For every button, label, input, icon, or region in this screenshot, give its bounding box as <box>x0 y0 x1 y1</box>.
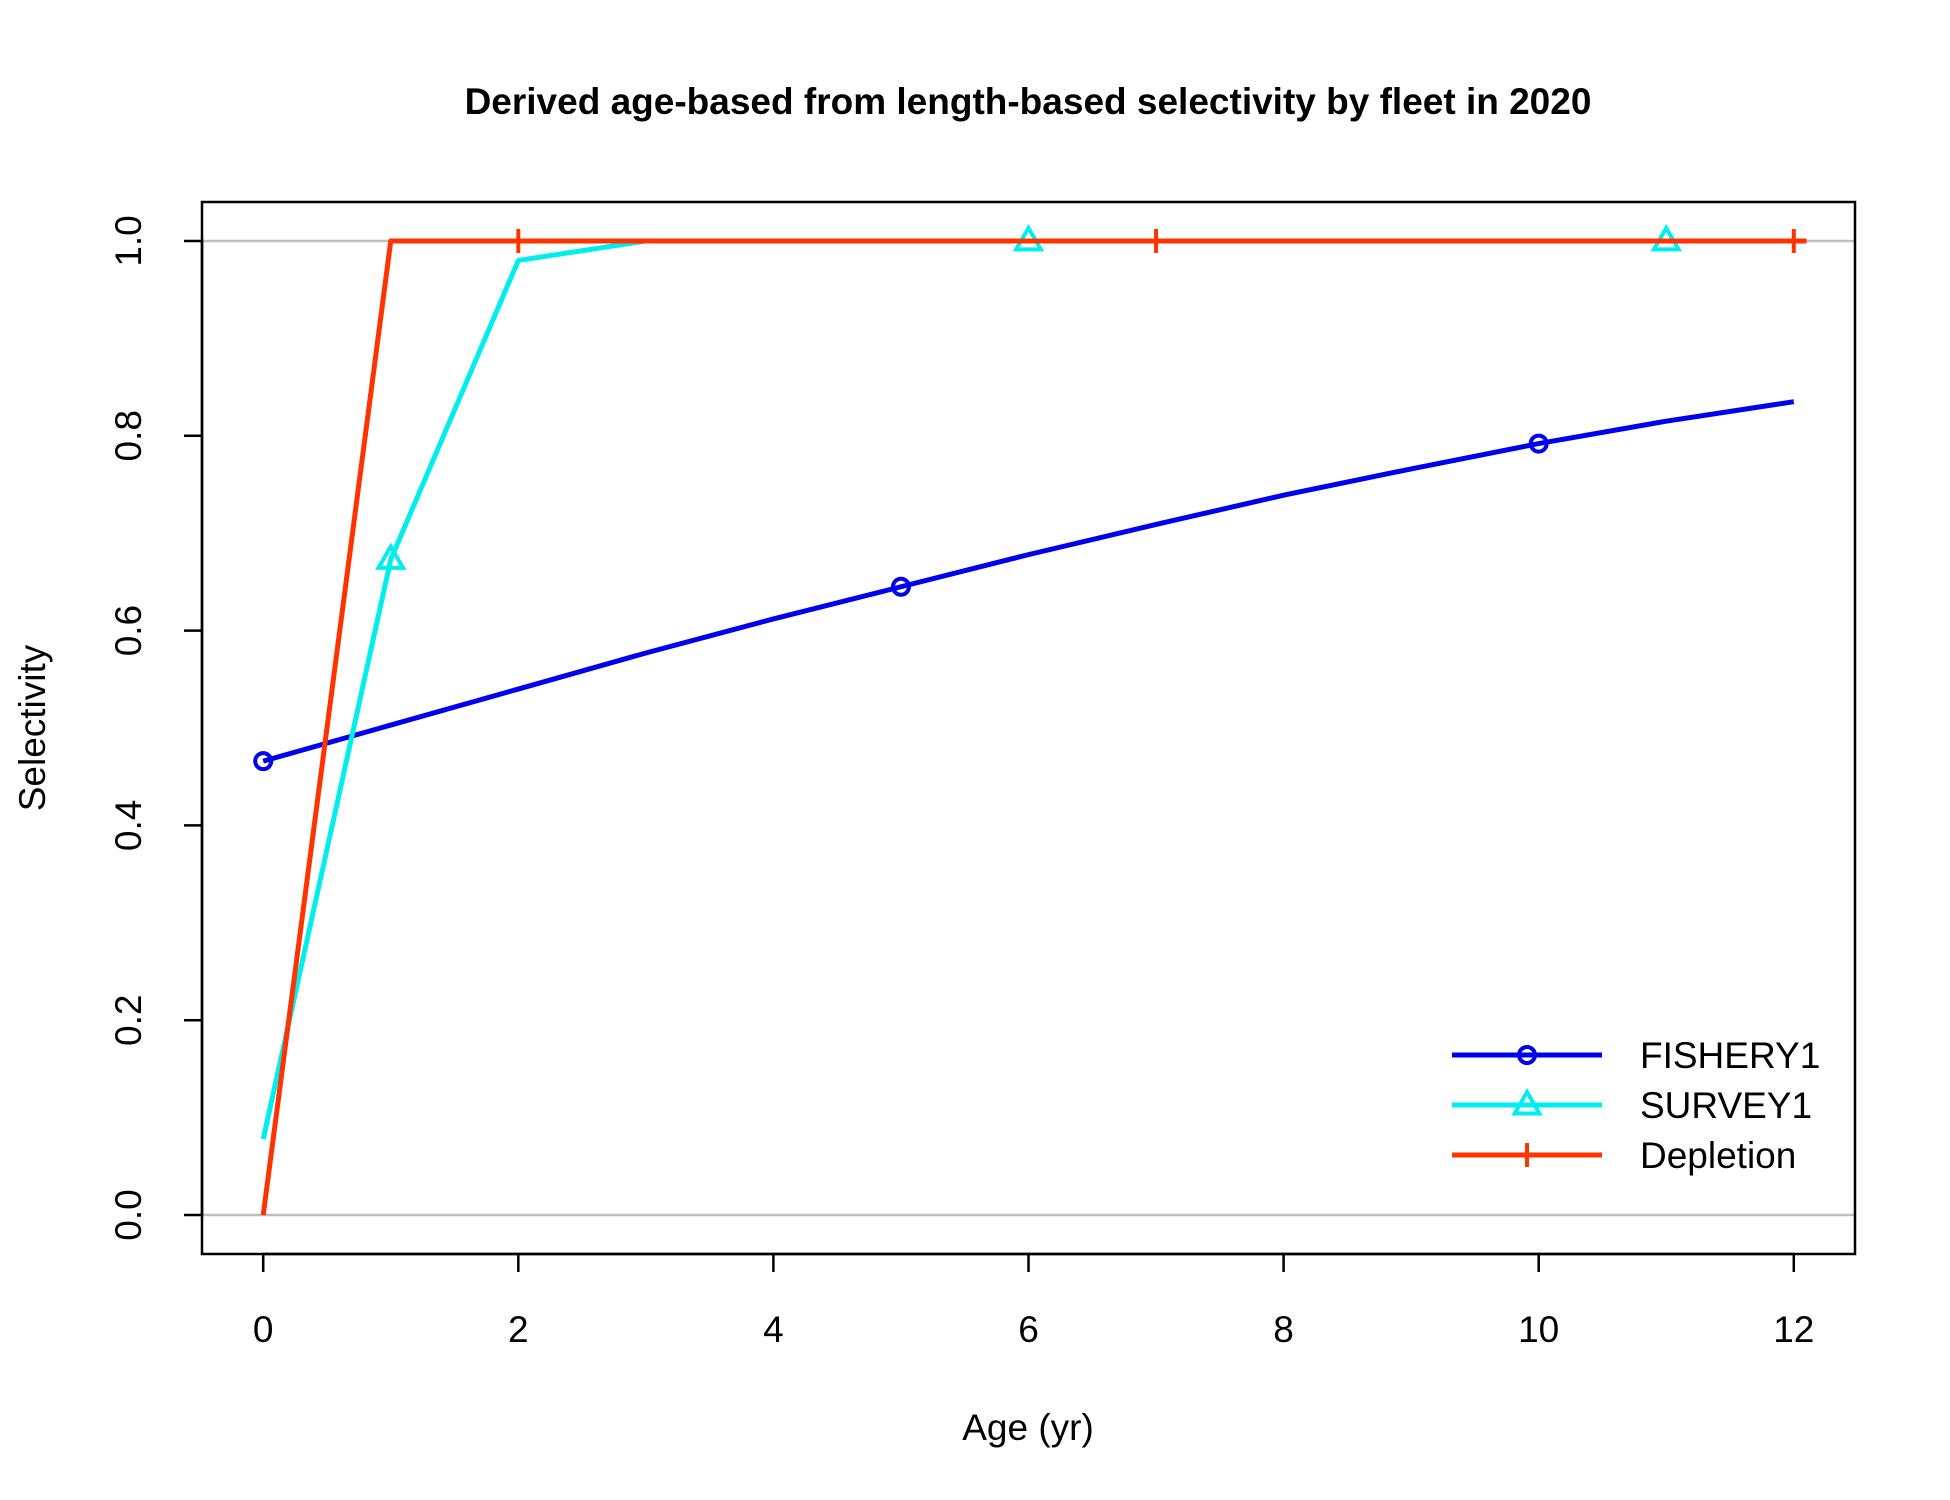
series-survey1 <box>260 223 1794 1140</box>
legend-item-depletion: Depletion <box>1452 1135 1796 1176</box>
y-tick-label: 0.0 <box>108 1189 149 1240</box>
y-tick-label: 0.6 <box>108 605 149 656</box>
series-depletion <box>260 228 1807 1216</box>
series-point-fishery1 <box>1528 433 1549 454</box>
y-tick-label: 0.2 <box>108 995 149 1046</box>
series-layer <box>253 223 1807 1216</box>
y-axis: 0.0 0.2 0.4 0.6 0.8 1.0 <box>108 215 204 1241</box>
series-line-depletion <box>260 238 1807 1216</box>
series-line-survey1 <box>260 238 1794 1140</box>
legend-marker-survey1 <box>1511 1087 1543 1116</box>
series-point-depletion <box>1144 228 1169 253</box>
x-tick-label: 2 <box>508 1309 529 1350</box>
y-tick-label: 0.8 <box>108 410 149 461</box>
y-axis-label: Selectivity <box>12 644 53 811</box>
y-tick-label: 1.0 <box>108 215 149 266</box>
legend-label-depletion: Depletion <box>1640 1135 1796 1176</box>
chart-title: Derived age-based from length-based sele… <box>465 81 1592 122</box>
x-tick-label: 12 <box>1773 1309 1814 1350</box>
x-tick-label: 10 <box>1518 1309 1559 1350</box>
x-tick-label: 8 <box>1273 1309 1294 1350</box>
x-axis: 0 2 4 6 8 10 12 <box>253 1252 1814 1350</box>
legend-label-fishery1: FISHERY1 <box>1640 1035 1820 1076</box>
legend-marker-fishery1 <box>1517 1045 1537 1065</box>
legend-label-survey1: SURVEY1 <box>1640 1085 1812 1126</box>
x-tick-label: 4 <box>763 1309 784 1350</box>
x-tick-label: 0 <box>253 1309 274 1350</box>
series-fishery1 <box>253 399 1795 772</box>
series-point-fishery1 <box>890 576 911 597</box>
x-axis-label: Age (yr) <box>962 1407 1094 1448</box>
series-line-fishery1 <box>262 399 1795 764</box>
y-tick-label: 0.4 <box>108 800 149 851</box>
legend-item-survey1: SURVEY1 <box>1452 1085 1812 1126</box>
x-tick-label: 6 <box>1018 1309 1039 1350</box>
series-point-depletion <box>1781 228 1806 253</box>
legend: FISHERY1 SURVEY1 Depletion <box>1452 1035 1820 1176</box>
plot-frame <box>200 200 1857 1256</box>
series-point-fishery1 <box>253 751 274 772</box>
reference-lines <box>202 239 1855 1217</box>
legend-marker-depletion <box>1515 1143 1539 1167</box>
legend-item-fishery1: FISHERY1 <box>1452 1035 1820 1076</box>
series-point-survey1 <box>374 542 407 570</box>
series-point-depletion <box>506 228 531 253</box>
